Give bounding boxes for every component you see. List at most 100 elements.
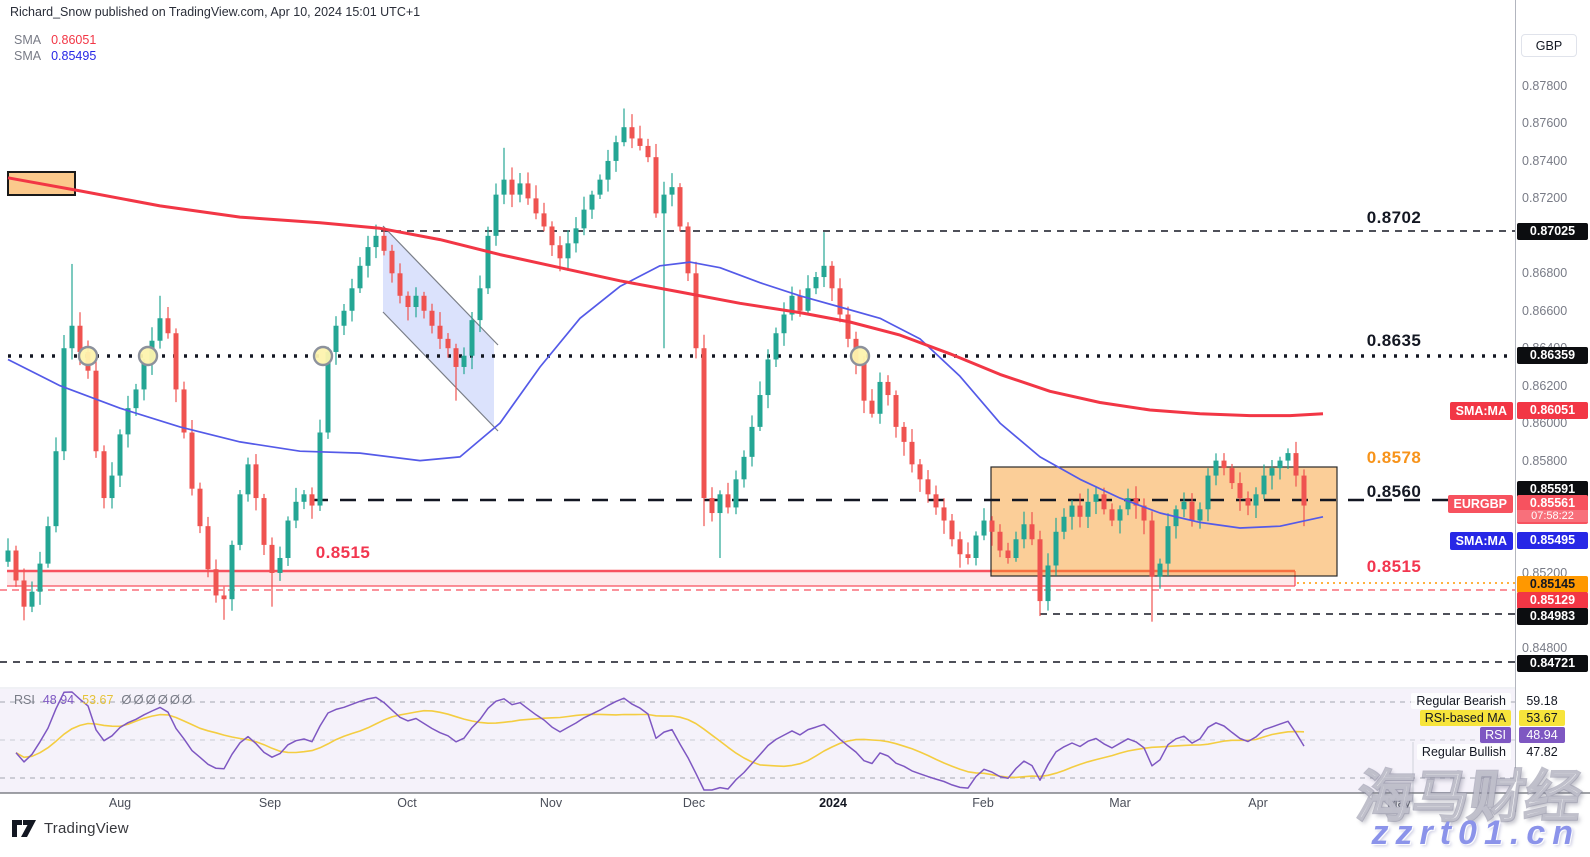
candle-body: [493, 194, 499, 236]
candle-body: [1165, 526, 1171, 564]
candle-body: [1021, 524, 1027, 540]
candle-body: [589, 194, 595, 210]
time-label-Dec: Dec: [682, 796, 706, 810]
candle-body: [1101, 494, 1107, 510]
candle-body: [197, 488, 203, 527]
level-annotation-0.8515: 0.8515: [315, 543, 371, 562]
candle-body: [253, 464, 259, 499]
price-label-0.85145: 0.85145: [1517, 576, 1588, 593]
candle-body: [5, 550, 11, 562]
candle-body: [973, 535, 979, 558]
candle-body: [101, 451, 107, 499]
candle-body: [917, 464, 923, 480]
price-label-0.87025: 0.87025: [1517, 223, 1588, 240]
hidden-study-icon-6[interactable]: Ø: [182, 692, 193, 707]
tradingview-logo-icon: [12, 820, 36, 837]
candle-body: [397, 273, 403, 296]
candle-body: [45, 526, 51, 564]
candle-body: [229, 544, 235, 600]
rsi-ma-line: [15, 709, 1305, 779]
candle-body: [1013, 539, 1019, 558]
candle-body: [1045, 565, 1051, 602]
rsi-value: 48.94: [42, 692, 75, 707]
hidden-study-icon-2[interactable]: Ø: [133, 692, 144, 707]
currency-toggle-button[interactable]: GBP: [1521, 34, 1577, 57]
candle-body: [325, 351, 331, 433]
candle-body: [509, 179, 515, 195]
candle-body: [1237, 483, 1243, 499]
sma-label: SMA: [14, 49, 42, 63]
tradingview-logo[interactable]: TradingView: [12, 820, 129, 837]
hidden-study-icon-5[interactable]: Ø: [169, 692, 181, 707]
candle-body: [621, 127, 627, 143]
level-annotation-0.8515: 0.8515: [1366, 557, 1422, 576]
time-label-Apr: Apr: [1248, 796, 1268, 810]
time-label-Feb: Feb: [972, 796, 994, 810]
watermark-url: zzrt01.cn: [1371, 814, 1580, 852]
level-annotation-0.8635: 0.8635: [1366, 331, 1422, 350]
candle-body: [773, 333, 779, 360]
hidden-study-icon-1[interactable]: Ø: [121, 692, 132, 707]
candle-body: [29, 591, 35, 607]
candle-body: [213, 569, 219, 596]
candle-body: [1109, 509, 1115, 521]
price-label-0.85129: 0.85129: [1517, 592, 1588, 609]
hidden-study-icon-4[interactable]: Ø: [157, 692, 168, 707]
candle-body: [869, 400, 875, 414]
candle-body: [845, 314, 851, 339]
candle-body: [1197, 509, 1203, 521]
candle-body: [925, 479, 931, 495]
candle-body: [1221, 460, 1227, 469]
candle-body: [525, 183, 531, 199]
publish-title: Richard_Snow published on TradingView.co…: [10, 5, 421, 19]
level-annotation-0.8702: 0.8702: [1366, 208, 1422, 227]
rsi-level-row-regular-bullish: Regular Bullish 47.82: [0, 744, 1590, 760]
candle-body: [405, 295, 411, 308]
candle-body: [13, 550, 19, 581]
candle-body: [1189, 501, 1195, 521]
sma-legend-row-2[interactable]: SMA 0.85495: [14, 49, 96, 63]
candle-body: [741, 456, 747, 480]
candle-body: [957, 539, 963, 555]
candle-body: [997, 531, 1003, 551]
sma-label: SMA: [14, 33, 42, 47]
candle-body: [1269, 468, 1275, 476]
candle-body: [837, 288, 843, 315]
candle-body: [77, 325, 83, 352]
candle-body: [781, 314, 787, 334]
candle-body: [1141, 505, 1147, 521]
time-label-Oct: Oct: [397, 796, 417, 810]
sma-legend-row-1[interactable]: SMA 0.86051: [14, 33, 96, 47]
price-tick-0.85800: 0.85800: [1522, 454, 1568, 468]
candle-body: [389, 250, 395, 274]
candle-body: [765, 359, 771, 396]
candle-body: [421, 295, 427, 311]
price-tick-0.87800: 0.87800: [1522, 79, 1568, 93]
hidden-study-icon-3[interactable]: Ø: [145, 692, 156, 707]
candle-body: [749, 426, 755, 457]
candle-body: [301, 494, 307, 502]
price-label-0.84983: 0.84983: [1517, 608, 1588, 625]
candle-body: [341, 310, 347, 326]
candle-body: [949, 520, 955, 540]
candle-body: [941, 507, 947, 521]
rsi-level-value: 48.94: [1519, 727, 1565, 743]
candle-body: [69, 325, 75, 349]
candle-body: [533, 198, 539, 214]
candle-body: [357, 265, 363, 289]
time-label-Sep: Sep: [258, 796, 282, 810]
candle-body: [789, 295, 795, 315]
sma-50-line: [7, 261, 1324, 529]
candle-body: [717, 494, 723, 514]
rsi-title: RSI: [14, 692, 35, 707]
level-annotation-0.8560: 0.8560: [1366, 482, 1422, 501]
candle-body: [1133, 498, 1139, 506]
candle-body: [757, 395, 763, 427]
candle-body: [1029, 524, 1035, 540]
candle-body: [37, 563, 43, 592]
candle-body: [317, 432, 323, 506]
candle-body: [1245, 498, 1251, 506]
candle-body: [645, 145, 651, 158]
